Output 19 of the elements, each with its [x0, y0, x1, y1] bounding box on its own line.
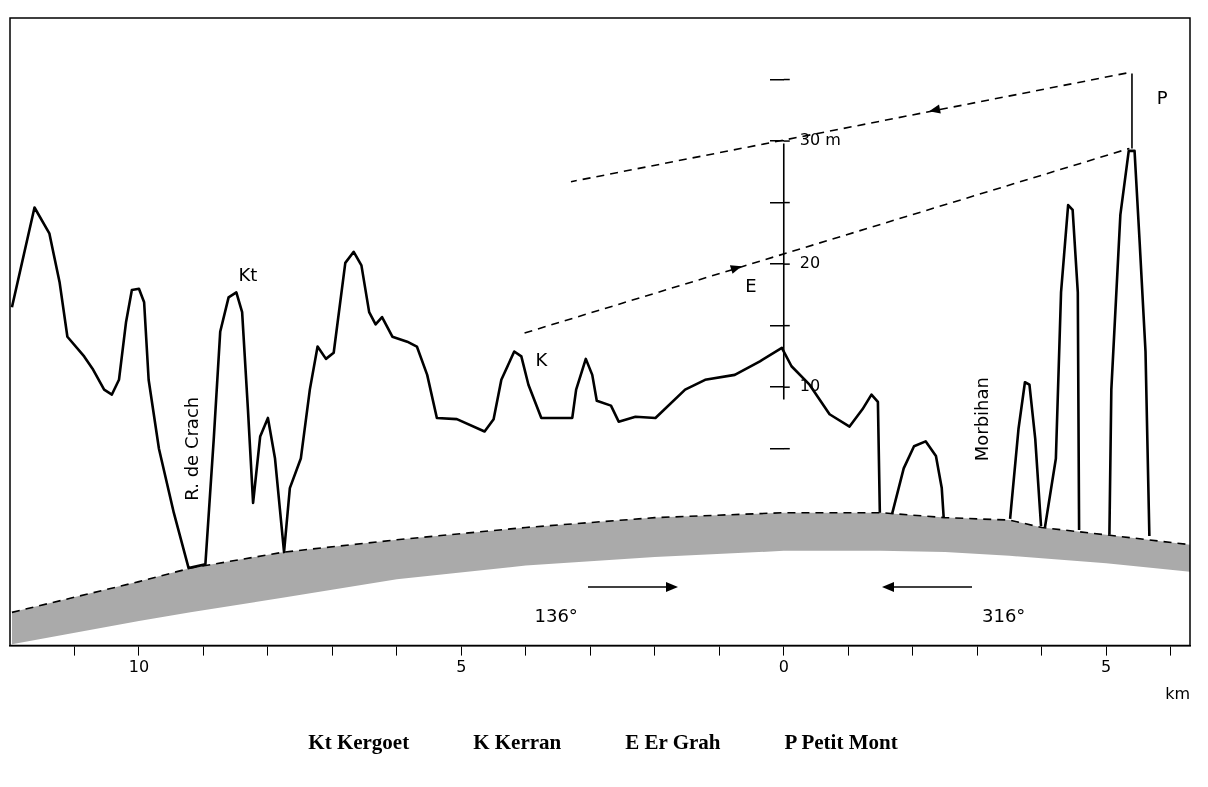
- text: E Er Grah: [625, 730, 721, 755]
- text: Kt Kergoet: [308, 730, 410, 755]
- x-tick-label: 0: [778, 657, 789, 677]
- y-tick-label: 30 m: [799, 130, 841, 150]
- annotation: R. de Crach: [181, 396, 203, 501]
- annotation: E: [745, 275, 757, 297]
- annotation: 136°: [534, 604, 578, 626]
- y-tick-label: 20: [799, 253, 821, 273]
- annotation: Kt: [238, 264, 258, 286]
- annotation: 316°: [981, 604, 1026, 626]
- annotation: P: [1156, 86, 1168, 108]
- annotation: K: [535, 349, 549, 371]
- x-tick-label: 10: [128, 657, 150, 677]
- text: K Kerran: [473, 730, 562, 755]
- annotation: Morbihan: [971, 377, 993, 462]
- text: P Petit Mont: [784, 730, 898, 755]
- x-tick-label: 5: [1101, 657, 1112, 677]
- x-axis-title: km: [1165, 683, 1190, 703]
- x-tick-label: 5: [456, 657, 467, 677]
